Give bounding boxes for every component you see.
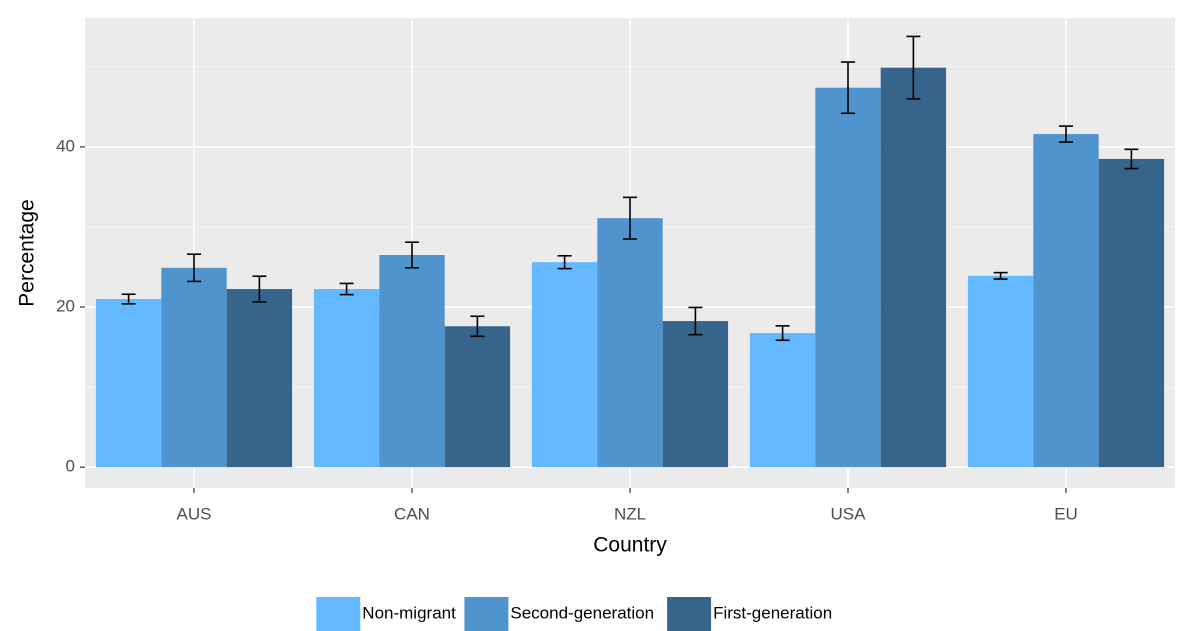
- legend-key: [464, 597, 509, 631]
- error-bar: [121, 293, 136, 305]
- error-bar: [688, 306, 703, 336]
- x-tick-label: CAN: [394, 504, 430, 523]
- legend-label: Second-generation: [510, 603, 654, 622]
- x-tick-label: USA: [831, 504, 867, 523]
- bar: [967, 275, 1034, 468]
- error-bar: [557, 255, 572, 270]
- error-bar: [1124, 148, 1139, 170]
- y-axis-label: Percentage: [16, 199, 39, 306]
- error-bar: [339, 282, 354, 296]
- bar: [95, 299, 162, 468]
- y-tick-label: 40: [56, 136, 75, 155]
- bar: [880, 67, 947, 468]
- legend-key: [667, 597, 712, 631]
- error-bar: [623, 196, 637, 240]
- y-tick-label: 0: [66, 457, 75, 476]
- bar: [749, 333, 816, 468]
- x-tick-label: AUS: [177, 504, 212, 523]
- bar: [313, 289, 380, 468]
- x-axis-label: Country: [593, 534, 667, 557]
- bar: [161, 267, 227, 468]
- legend-label: First-generation: [713, 603, 832, 622]
- x-tick-label: EU: [1054, 504, 1078, 523]
- error-bar: [1059, 125, 1073, 143]
- bar: [1033, 134, 1099, 468]
- error-bar: [470, 315, 485, 338]
- error-bar: [405, 241, 419, 269]
- error-bar: [187, 253, 201, 283]
- bar: [1098, 158, 1165, 468]
- bar: [815, 87, 881, 468]
- error-bar: [906, 35, 921, 100]
- bar: [379, 255, 445, 468]
- x-tick-label: NZL: [614, 504, 646, 523]
- legend-label: Non-migrant: [362, 603, 456, 622]
- bar: [531, 262, 598, 468]
- error-bar: [841, 61, 855, 115]
- bar: [597, 218, 663, 468]
- error-bar: [993, 271, 1008, 280]
- legend-key: [316, 597, 361, 631]
- y-tick-label: 20: [56, 297, 75, 316]
- error-bar: [775, 325, 790, 342]
- bar: [226, 289, 293, 468]
- bar: [662, 321, 729, 468]
- bar: [444, 326, 511, 468]
- error-bar: [252, 275, 267, 303]
